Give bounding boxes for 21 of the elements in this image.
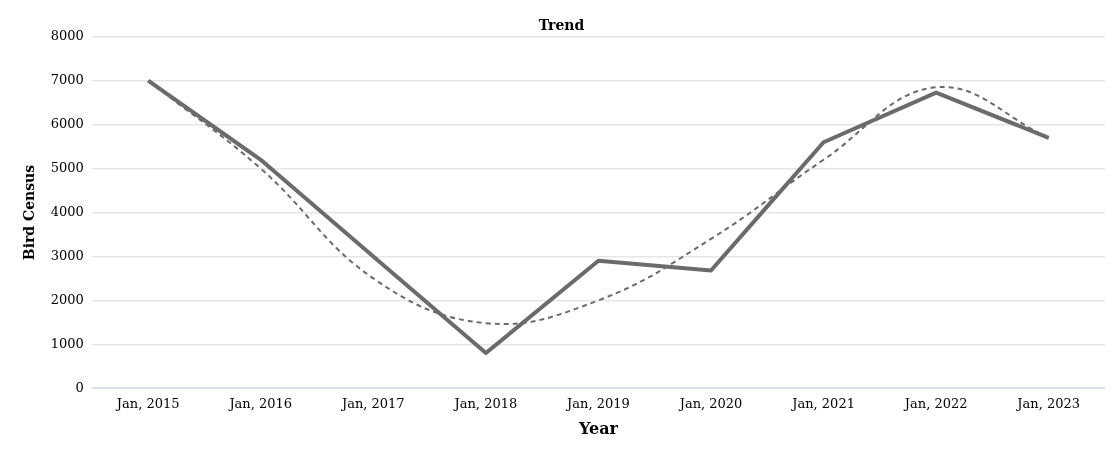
x-tick-label: Jan, 2020 [677, 396, 743, 412]
x-tick-label: Jan, 2021 [790, 396, 855, 412]
chart-title: Trend [538, 17, 585, 34]
y-tick-label: 8000 [50, 28, 84, 44]
y-tick-label: 3000 [50, 247, 84, 263]
x-tick-label: Jan, 2017 [339, 396, 405, 412]
x-tick-label: Jan, 2019 [565, 396, 630, 412]
x-axis-title: Year [577, 418, 619, 438]
y-tick-label: 6000 [50, 116, 84, 132]
y-tick-label: 5000 [50, 159, 84, 175]
x-tick-label: Jan, 2016 [227, 396, 293, 412]
y-tick-label: 4000 [50, 203, 84, 219]
x-tick-label: Jan, 2015 [114, 396, 180, 412]
y-tick-label: 1000 [50, 335, 84, 351]
x-tick-label: Jan, 2023 [1015, 396, 1081, 412]
y-tick-label: 0 [75, 379, 84, 395]
y-tick-label: 2000 [50, 291, 84, 307]
x-tick-label: Jan, 2022 [902, 396, 968, 412]
y-tick-label: 7000 [50, 72, 84, 88]
x-tick-label: Jan, 2018 [452, 396, 518, 412]
y-axis-title: Bird Census [21, 164, 38, 261]
